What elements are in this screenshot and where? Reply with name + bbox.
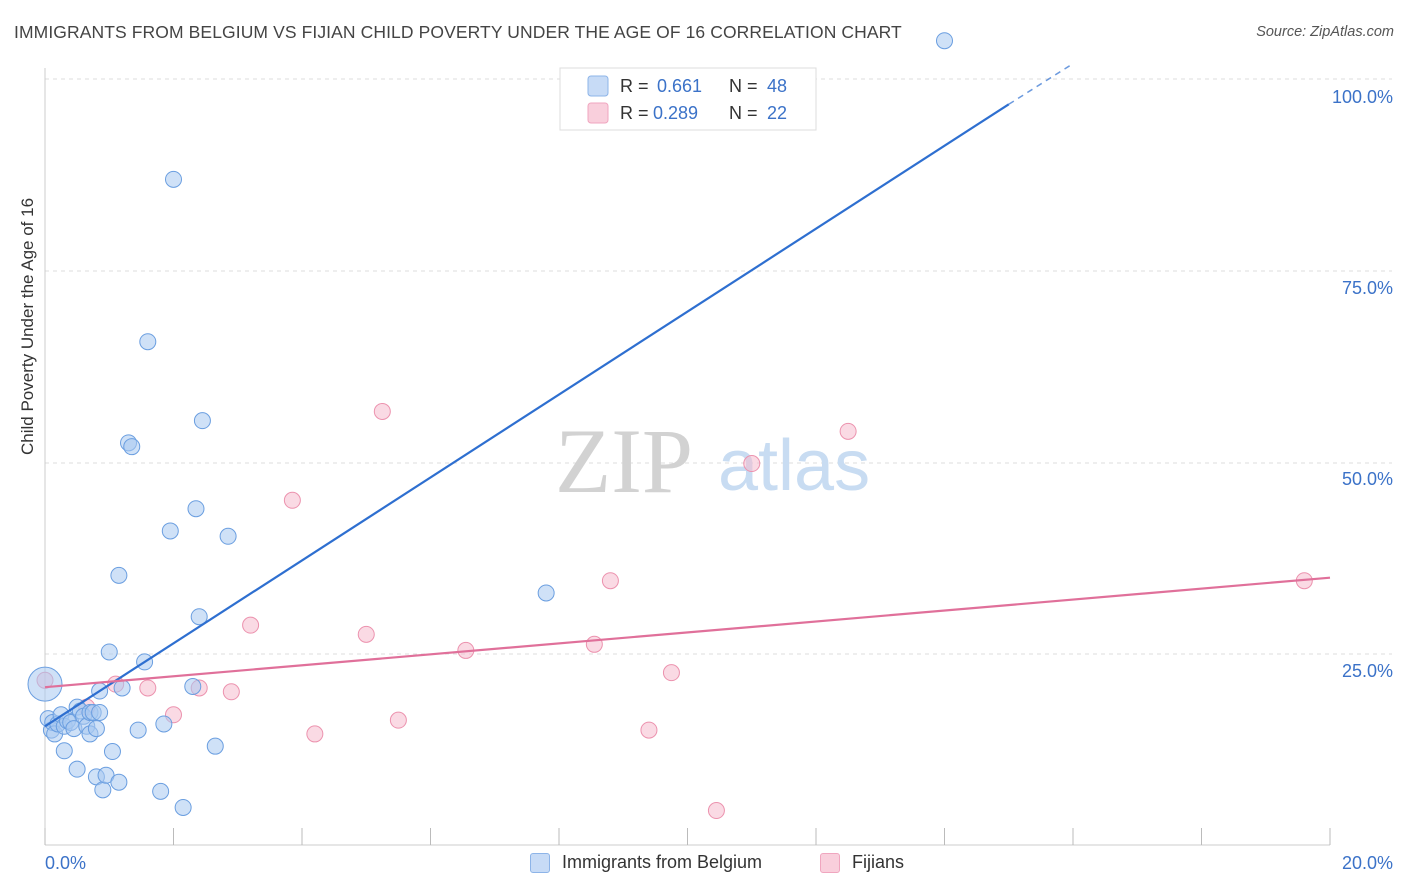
belgium-point-46: [537, 584, 555, 602]
belgium-point-19: [87, 720, 105, 738]
belgium-point-40: [184, 677, 202, 695]
legend-swatch-belgium: [530, 852, 550, 873]
belgium-trend-line: [44, 103, 1010, 728]
x-tick-labels: 0.0% 20.0%: [45, 853, 1393, 873]
watermark: ZIP atlas: [555, 410, 870, 512]
correlation-legend: R = 0.661 N = 48 R = 0.289 N = 22: [559, 67, 817, 131]
belgium-trend-extension: [1008, 63, 1074, 105]
fijians-point-20: [839, 422, 857, 440]
belgium-point-44: [206, 737, 224, 755]
fijians-point-10: [357, 625, 375, 643]
chart-title: IMMIGRANTS FROM BELGIUM VS FIJIAN CHILD …: [14, 22, 902, 42]
belgium-point-34: [139, 333, 157, 351]
legend-label-belgium: Immigrants from Belgium: [562, 852, 763, 872]
legend-swatch-pink: [587, 102, 609, 124]
legend-n-value-pink: 22: [767, 103, 787, 123]
legend-n-label-blue: N =: [729, 76, 758, 96]
belgium-point-21: [91, 703, 109, 721]
fijians-point-18: [707, 802, 725, 820]
fijians-trend-line: [44, 576, 1331, 689]
y-tick-labels: 100.0% 75.0% 50.0% 25.0%: [1332, 87, 1393, 681]
series-legend: Immigrants from Belgium Fijians: [0, 852, 1406, 878]
belgium-point-42: [190, 608, 208, 626]
fijians-point-6: [222, 683, 240, 701]
fijians-point-14: [585, 635, 603, 653]
fijians-point-19: [743, 455, 761, 473]
belgium-point-36: [155, 715, 173, 733]
fijians-point-9: [306, 725, 324, 743]
legend-r-label-blue: R =: [620, 76, 649, 96]
belgium-point-29: [113, 679, 131, 697]
fijians-point-7: [242, 616, 260, 634]
source-label: Source: ZipAtlas.com: [1256, 24, 1394, 40]
fijians-point-15: [601, 572, 619, 590]
y-axis-label: Child Poverty Under the Age of 16: [18, 197, 37, 455]
belgium-point-39: [174, 798, 192, 816]
belgium-point-28: [110, 566, 128, 584]
x-tick-label-1: 20.0%: [1342, 853, 1393, 873]
belgium-point-35: [152, 782, 170, 800]
x-tick-label-0: 0.0%: [45, 853, 86, 873]
trend-lines: [44, 63, 1331, 728]
belgium-point-7: [55, 742, 73, 760]
belgium-point-47: [936, 32, 953, 50]
belgium-point-41: [187, 500, 205, 518]
belgium-points: [27, 32, 953, 816]
belgium-point-37: [161, 522, 179, 540]
belgium-point-32: [129, 721, 147, 739]
watermark-atlas: atlas: [718, 426, 870, 506]
belgium-point-31: [123, 438, 141, 456]
y-tick-label-2: 50.0%: [1342, 469, 1393, 489]
belgium-point-large: [27, 666, 63, 702]
legend-r-label-pink: R =: [620, 103, 649, 123]
belgium-point-27: [110, 773, 128, 791]
y-tick-label-3: 25.0%: [1342, 661, 1393, 681]
legend-swatch-fijians: [820, 852, 840, 873]
belgium-point-43: [193, 412, 211, 430]
fijians-point-11: [373, 402, 391, 420]
belgium-point-12: [68, 760, 86, 778]
belgium-point-25: [100, 643, 118, 661]
watermark-zip: ZIP: [555, 410, 693, 512]
grid-lines: [45, 78, 1392, 655]
belgium-point-38: [165, 170, 182, 188]
belgium-point-45: [219, 527, 237, 545]
legend-item-fijians[interactable]: Fijians: [820, 852, 904, 873]
fijians-point-17: [662, 664, 680, 682]
belgium-point-23: [94, 781, 112, 799]
y-tick-label-0: 100.0%: [1332, 87, 1393, 107]
fijians-point-12: [389, 711, 407, 729]
legend-n-value-blue: 48: [767, 76, 787, 96]
legend-r-value-blue: 0.661: [657, 76, 702, 96]
legend-label-fijians: Fijians: [852, 852, 905, 872]
legend-r-value-pink: 0.289: [653, 103, 698, 123]
fijians-point-16: [640, 721, 658, 739]
legend-n-label-pink: N =: [729, 103, 758, 123]
legend-swatch-blue: [587, 75, 609, 97]
legend-item-belgium[interactable]: Immigrants from Belgium: [530, 852, 762, 873]
fijians-point-3: [139, 679, 157, 697]
belgium-point-26: [103, 743, 121, 761]
y-tick-label-1: 75.0%: [1342, 278, 1393, 298]
fijians-point-8: [283, 491, 301, 509]
